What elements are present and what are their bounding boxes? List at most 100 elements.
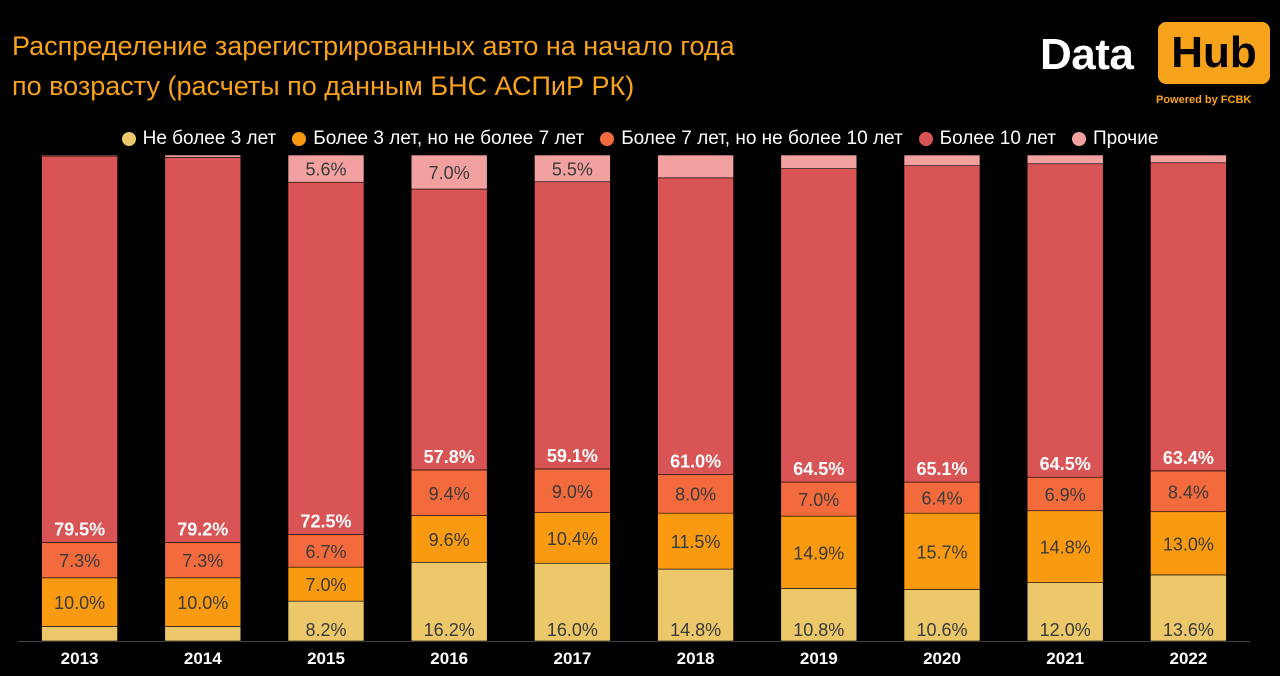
chart-title-line2: по возрасту (расчеты по данным БНС АСПиР… <box>12 71 635 101</box>
logo-text-data: Data <box>1040 30 1134 79</box>
data-label-2017-s0: 16.0% <box>547 620 598 640</box>
bar-segment-2016-s2 <box>410 469 488 516</box>
legend-swatch-0 <box>121 132 136 146</box>
data-label-2021-s1: 14.8% <box>1040 538 1091 558</box>
data-label-2014-s2: 7.3% <box>182 551 223 571</box>
bar-segment-2018-s4 <box>657 154 734 179</box>
x-tick-label-2020: 2020 <box>923 649 961 668</box>
legend-label-2: Более 7 лет, но не более 10 лет <box>621 128 903 149</box>
bar-segment-2015-s4 <box>287 154 365 183</box>
bar-segment-2016-s0 <box>410 561 488 642</box>
data-label-2022-s1: 13.0% <box>1163 534 1214 554</box>
data-label-2020-s2: 6.4% <box>921 489 962 509</box>
bar-segment-2021-s1 <box>1026 510 1104 583</box>
bar-segment-2019-s1 <box>780 515 858 589</box>
bar-segment-2020-s0 <box>903 589 981 642</box>
bar-segment-2015-s1 <box>287 566 365 602</box>
bar-segment-2021-s3 <box>1026 163 1104 478</box>
data-label-2017-s1: 10.4% <box>547 529 598 549</box>
bar-segment-2017-s1 <box>534 512 611 564</box>
bar-segment-2013-s2 <box>41 542 118 579</box>
data-label-2019-s3: 64.5% <box>793 459 844 479</box>
bar-segment-2022-s2 <box>1150 470 1227 513</box>
chart-legend: Не более 3 лет Более 3 лет, но не более … <box>0 128 1280 150</box>
bar-segment-2013-s3 <box>41 155 118 543</box>
data-label-2022-s3: 63.4% <box>1163 448 1214 468</box>
legend-label-1: Более 3 лет, но не более 7 лет <box>313 128 585 149</box>
bar-segment-2022-s4 <box>1150 154 1227 164</box>
bar-segment-2015-s3 <box>287 181 365 535</box>
data-label-2014-s3: 79.2% <box>177 519 228 539</box>
data-label-2016-s0: 16.2% <box>424 620 475 640</box>
bar-segment-2022-s0 <box>1150 574 1227 642</box>
bar-segment-2021-s4 <box>1026 154 1104 165</box>
x-tick-label-2019: 2019 <box>800 649 838 668</box>
bar-segment-2015-s0 <box>287 600 365 642</box>
data-label-2016-s3: 57.8% <box>424 447 475 467</box>
data-label-2022-s2: 8.4% <box>1168 482 1209 502</box>
data-label-2013-s1: 10.0% <box>54 593 105 613</box>
x-tick-label-2018: 2018 <box>677 649 715 668</box>
data-label-2013-s2: 7.3% <box>59 551 100 571</box>
bar-segment-2021-s0 <box>1026 582 1104 642</box>
legend-swatch-4 <box>1071 132 1086 146</box>
data-label-2014-s1: 10.0% <box>177 593 228 613</box>
data-label-2018-s1: 11.5% <box>671 532 721 552</box>
chart-title: Распределение зарегистрированных авто на… <box>12 26 892 106</box>
data-label-2019-s0: 10.8% <box>793 620 844 640</box>
data-label-2018-s3: 61.0% <box>670 451 721 471</box>
data-label-2021-s2: 6.9% <box>1045 485 1086 505</box>
bar-segment-2018-s2 <box>657 474 734 514</box>
bar-segment-2017-s4 <box>534 154 611 183</box>
data-label-2015-s1: 7.0% <box>305 575 346 595</box>
logo-text-hub: Hub <box>1158 22 1270 84</box>
legend-item-1: Более 3 лет, но не более 7 лет <box>292 128 584 150</box>
data-label-2020-s3: 65.1% <box>916 459 967 479</box>
bar-segment-2016-s1 <box>410 515 488 563</box>
data-label-2015-s2: 6.7% <box>305 542 346 562</box>
data-label-2020-s0: 10.6% <box>916 620 967 640</box>
bar-segment-2022-s3 <box>1150 162 1227 472</box>
bar-segment-2018-s3 <box>657 177 734 475</box>
data-label-2016-s1: 9.6% <box>429 530 470 550</box>
data-label-2017-s3: 59.1% <box>547 446 598 466</box>
bar-segment-2016-s4 <box>410 154 488 190</box>
data-label-2021-s0: 12.0% <box>1040 620 1091 640</box>
legend-label-0: Не более 3 лет <box>142 128 277 149</box>
legend-label-3: Более 10 лет <box>939 128 1056 149</box>
legend-label-4: Прочие <box>1092 128 1159 149</box>
data-label-2018-s2: 8.0% <box>675 485 716 505</box>
logo-powered-by: Powered by FCBK <box>1156 94 1252 106</box>
data-label-2013-s3: 79.5% <box>54 519 105 539</box>
data-label-2017-s2: 9.0% <box>552 482 593 502</box>
bar-segment-2018-s1 <box>657 512 734 570</box>
bar-segment-2022-s1 <box>1150 511 1227 576</box>
bar-segment-2019-s4 <box>780 154 858 169</box>
bar-segment-2017-s3 <box>534 181 611 470</box>
legend-swatch-1 <box>292 132 307 146</box>
data-label-2019-s2: 7.0% <box>798 490 839 510</box>
data-label-2015-s3: 72.5% <box>300 512 351 532</box>
data-label-2016-s2: 9.4% <box>429 484 470 504</box>
bar-segment-2020-s4 <box>903 154 981 166</box>
x-tick-label-2013: 2013 <box>61 649 99 668</box>
bar-segment-2020-s3 <box>903 165 981 483</box>
x-tick-label-2017: 2017 <box>553 649 591 668</box>
bar-segment-2014-s3 <box>164 157 242 543</box>
bar-segment-2014-s2 <box>164 542 242 579</box>
bar-segment-2017-s0 <box>534 562 611 642</box>
bar-segment-2013-s1 <box>41 577 118 627</box>
bar-segment-2013-s4 <box>41 154 118 157</box>
legend-item-4: Прочие <box>1071 128 1159 150</box>
legend-item-0: Не более 3 лет <box>121 128 277 150</box>
data-label-2022-s0: 13.6% <box>1163 620 1214 640</box>
data-label-2021-s3: 64.5% <box>1040 454 1091 474</box>
bar-segment-2019-s0 <box>780 588 858 642</box>
legend-swatch-3 <box>918 132 933 146</box>
legend-swatch-2 <box>600 132 615 146</box>
legend-item-3: Более 10 лет <box>918 128 1056 150</box>
bar-segment-2017-s2 <box>534 468 611 513</box>
data-label-2018-s0: 14.8% <box>670 620 721 640</box>
x-tick-label-2016: 2016 <box>430 649 468 668</box>
